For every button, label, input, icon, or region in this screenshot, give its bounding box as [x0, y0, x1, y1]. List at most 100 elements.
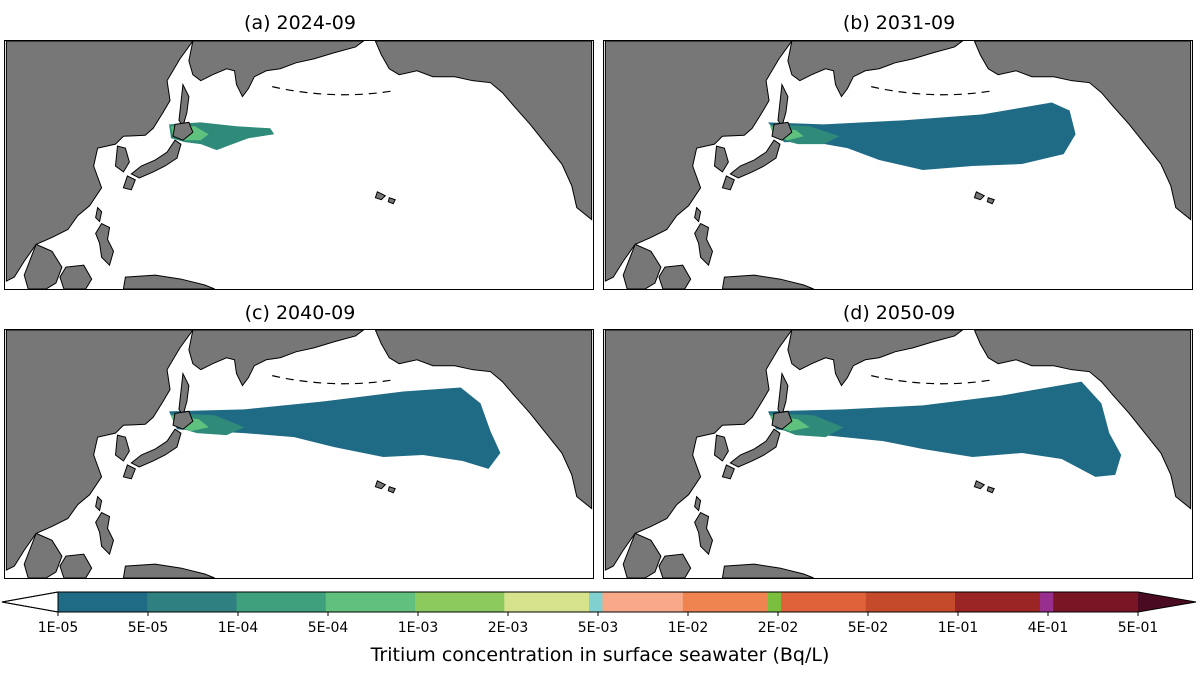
tritium-plume-0	[768, 381, 1122, 477]
landmass-1	[188, 41, 365, 98]
colorbar-segment-0	[58, 592, 148, 612]
colorbar-segment-1	[147, 592, 238, 612]
landmass-9	[694, 222, 714, 267]
colorbar-tick-label-9: 5E-02	[848, 620, 889, 636]
landmass-14	[986, 486, 995, 494]
colorbar-under-arrow	[1, 591, 59, 613]
colorbar-tick-label-5: 2E-03	[488, 620, 529, 636]
landmass-14	[986, 197, 995, 205]
landmass-9	[694, 511, 714, 556]
colorbar-segment-3	[325, 592, 416, 612]
landmass-9	[95, 222, 115, 267]
colorbar-segment-6	[589, 592, 603, 612]
colorbar-tick-label-4: 1E-03	[398, 620, 439, 636]
landmass-8	[95, 206, 103, 223]
landmass-8	[95, 495, 103, 512]
landmass-6	[721, 175, 735, 191]
landmass-4	[771, 121, 793, 141]
landmass-5	[729, 139, 781, 179]
colorbar-segment-5	[504, 592, 590, 612]
landmass-8	[694, 495, 702, 512]
landmass-7	[713, 434, 729, 462]
colorbar-segment-10	[780, 592, 867, 612]
colorbar: 1E-05 5E-05 1E-04 5E-04 1E-03 2E-03 5E-03 1E-02…	[1, 591, 1197, 666]
landmass-6	[721, 464, 735, 480]
landmass-1	[188, 330, 365, 387]
tritium-plume-0	[169, 387, 501, 469]
colorbar-segment-2	[236, 592, 327, 612]
panel-title-a: (a) 2024-09	[244, 12, 356, 34]
aleutian-islands	[871, 375, 995, 385]
colorbar-over-arrow	[1138, 592, 1196, 612]
aleutian-islands	[871, 86, 995, 96]
landmass-0	[604, 330, 793, 571]
panel-title-c: (c) 2040-09	[244, 302, 356, 324]
landmass-13	[374, 191, 387, 201]
colorbar-tick-label-7: 1E-02	[668, 620, 709, 636]
map-svg-b	[604, 41, 1192, 289]
landmass-11	[658, 264, 692, 289]
landmass-7	[713, 145, 729, 173]
colorbar-segment-14	[1053, 592, 1139, 612]
colorbar-tick-label-2: 1E-04	[218, 620, 259, 636]
colorbar-segment-12	[955, 592, 1041, 612]
landmass-7	[114, 434, 130, 462]
colorbar-tick-label-12: 5E-01	[1118, 620, 1159, 636]
panel-title-b: (b) 2031-09	[842, 12, 956, 34]
colorbar-segment-13	[1039, 592, 1054, 612]
aleutian-islands	[272, 375, 396, 385]
landmass-14	[387, 486, 396, 494]
landmass-11	[59, 553, 93, 578]
landmass-0	[604, 41, 793, 282]
colorbar-segment-9	[767, 592, 782, 612]
landmass-4	[172, 410, 194, 430]
map-svg-c	[5, 330, 593, 578]
colorbar-tick-label-1: 5E-05	[128, 620, 169, 636]
colorbar-tick-label-11: 4E-01	[1028, 620, 1069, 636]
map-panel-a	[4, 40, 594, 290]
colorbar-tick-label-0: 1E-05	[38, 620, 79, 636]
landmass-1	[787, 330, 964, 387]
colorbar-title: Tritium concentration in surface seawate…	[370, 644, 830, 666]
landmass-13	[973, 480, 986, 490]
landmass-0	[5, 41, 194, 282]
landmass-2	[374, 41, 593, 221]
landmass-12	[122, 274, 215, 289]
aleutian-islands	[272, 86, 396, 96]
landmass-2	[374, 330, 593, 510]
colorbar-bar	[1, 591, 1197, 613]
colorbar-segment-4	[415, 592, 505, 612]
colorbar-tick-label-8: 2E-02	[758, 620, 799, 636]
landmass-12	[721, 563, 814, 578]
colorbar-segment-11	[865, 592, 956, 612]
landmass-4	[172, 121, 194, 141]
landmass-12	[721, 274, 814, 289]
landmass-10	[622, 532, 662, 578]
landmass-5	[130, 428, 182, 468]
landmass-6	[122, 464, 136, 480]
landmass-13	[973, 191, 986, 201]
landmass-12	[122, 563, 215, 578]
tritium-plume-0	[768, 102, 1076, 170]
landmass-10	[23, 243, 63, 289]
landmass-5	[729, 428, 781, 468]
landmass-10	[622, 243, 662, 289]
panel-title-d: (d) 2050-09	[842, 302, 956, 324]
map-svg-a	[5, 41, 593, 289]
colorbar-tick-label-3: 5E-04	[308, 620, 349, 636]
landmass-14	[387, 197, 396, 205]
landmass-1	[787, 41, 964, 98]
colorbar-segment-8	[682, 592, 769, 612]
colorbar-tick-label-10: 1E-01	[938, 620, 979, 636]
landmass-9	[95, 511, 115, 556]
colorbar-ticks: 1E-05 5E-05 1E-04 5E-04 1E-03 2E-03 5E-03 1E-02…	[38, 612, 1159, 636]
landmass-2	[973, 330, 1192, 510]
colorbar-segment-7	[602, 592, 684, 612]
map-panel-c	[4, 329, 594, 579]
landmass-11	[658, 553, 692, 578]
map-svg-d	[604, 330, 1192, 578]
map-panel-b	[603, 40, 1193, 290]
landmass-11	[59, 264, 93, 289]
landmass-5	[130, 139, 182, 179]
landmass-0	[5, 330, 194, 571]
